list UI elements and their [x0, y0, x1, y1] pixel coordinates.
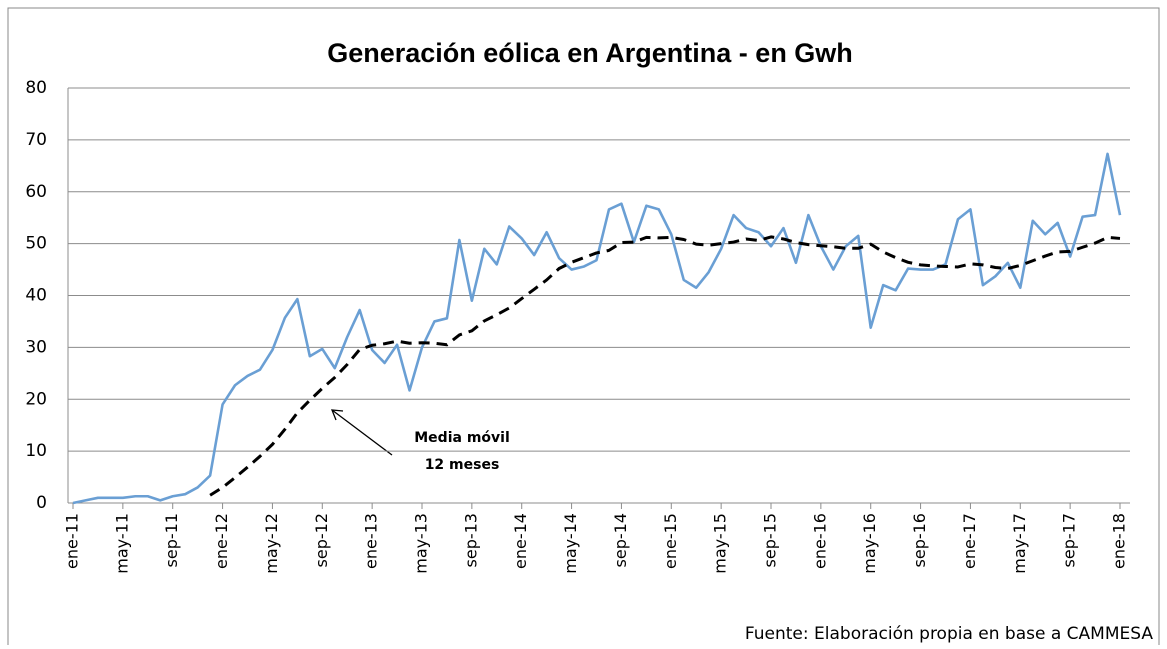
x-tick-label: sep-17	[1060, 513, 1079, 567]
x-tick-label: ene-11	[63, 513, 82, 569]
annotation-arrowhead	[331, 409, 344, 421]
x-tick-label: may-12	[262, 513, 281, 574]
x-tick-label: sep-11	[162, 513, 181, 567]
x-tick-label: sep-14	[611, 513, 630, 567]
x-tick-label: may-14	[561, 513, 580, 574]
x-tick-label: may-11	[112, 513, 131, 574]
x-tick-label: ene-16	[810, 513, 829, 569]
x-tick-label: ene-18	[1110, 513, 1129, 569]
y-tick-label: 30	[25, 337, 47, 357]
x-tick-label: ene-15	[661, 513, 680, 569]
x-tick-label: ene-12	[212, 513, 231, 569]
x-tick-label: ene-17	[960, 513, 979, 569]
y-tick-label: 60	[25, 182, 47, 202]
y-tick-label: 50	[25, 234, 47, 254]
y-tick-label: 80	[25, 78, 47, 98]
x-tick-label: ene-14	[511, 513, 530, 569]
x-tick-label: sep-16	[910, 513, 929, 567]
annotation: 12 meses	[425, 457, 500, 473]
y-tick-label: 20	[25, 389, 47, 409]
y-tick-label: 0	[36, 493, 47, 513]
x-tick-label: ene-13	[362, 513, 381, 569]
annotation-arrow	[331, 409, 393, 456]
x-tick-label: may-17	[1010, 513, 1029, 574]
chart-title: Generación eólica en Argentina - en Gwh	[327, 38, 853, 68]
x-tick-label: sep-12	[312, 513, 331, 567]
y-tick-label: 10	[25, 441, 47, 461]
series-line	[209, 235, 1121, 497]
x-tick-label: may-15	[711, 513, 730, 574]
y-tick-label: 70	[25, 130, 47, 150]
chart-border	[7, 7, 1160, 649]
source: Fuente: Elaboración propia en base a CAM…	[745, 624, 1153, 644]
x-tick-label: may-13	[412, 513, 431, 574]
x-tick-label: sep-15	[761, 513, 780, 567]
x-tick-label: sep-13	[461, 513, 480, 567]
series-line	[72, 152, 1122, 505]
annotation: Media móvil	[414, 430, 510, 446]
x-tick-label: may-16	[860, 513, 879, 574]
y-tick-label: 40	[25, 286, 47, 306]
